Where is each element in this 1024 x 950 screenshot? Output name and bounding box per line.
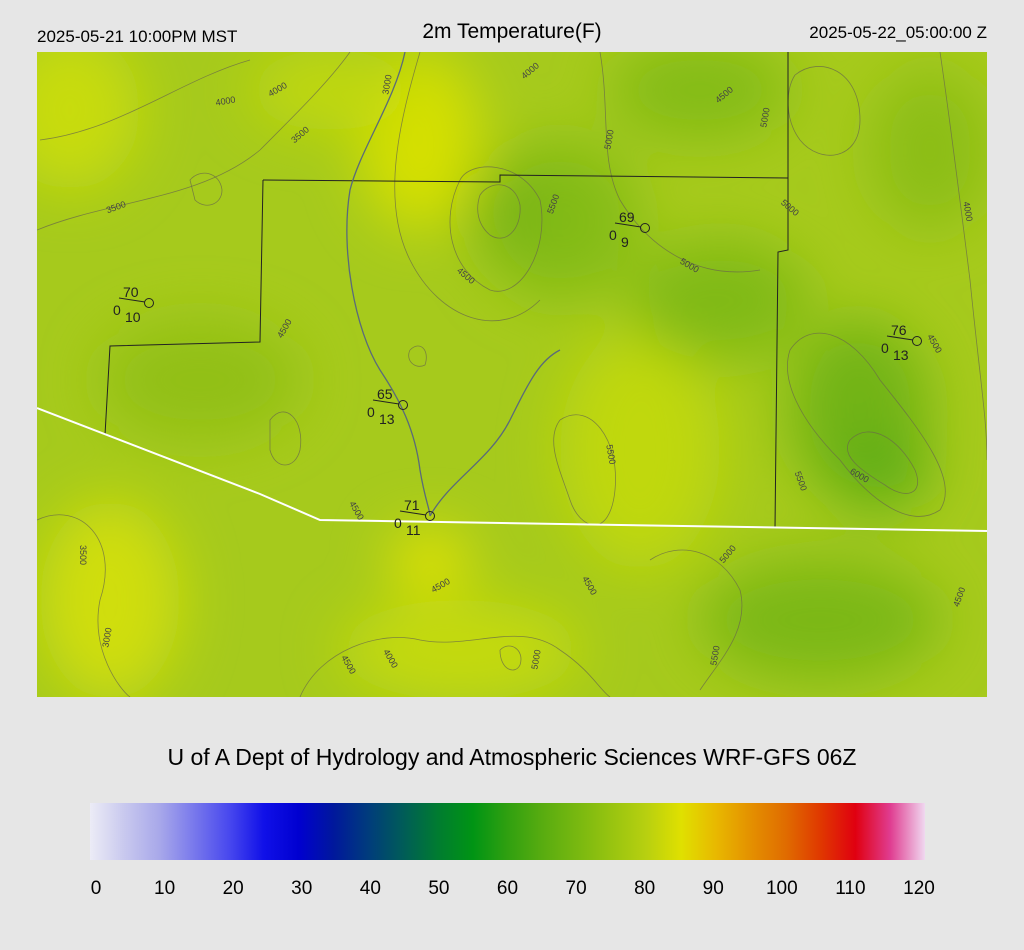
station-bottom-value: 10 [125, 309, 141, 325]
wind-barb [372, 399, 400, 405]
colorbar-tick-label: 90 [703, 878, 724, 899]
station-temperature: 65 [377, 386, 393, 402]
colorbar-scale [90, 803, 925, 860]
wind-barb [118, 297, 146, 303]
colorbar-tick-label: 70 [566, 878, 587, 899]
colorbar-tick-label: 60 [497, 878, 518, 899]
contour-label: 3000 [380, 74, 393, 95]
colorbar-tick-label: 0 [91, 878, 102, 899]
map-title: 2m Temperature(F) [422, 20, 601, 43]
station-left-value: 0 [609, 227, 617, 243]
station-left-value: 0 [881, 340, 889, 356]
contour-label: 5500 [708, 645, 721, 666]
colorbar-tick-label: 20 [223, 878, 244, 899]
wind-barb [614, 222, 642, 228]
wind-barb [886, 335, 914, 341]
station-circle [144, 298, 154, 308]
elevation-contours [37, 52, 987, 697]
credit: U of A Dept of Hydrology and Atmospheric… [167, 744, 856, 770]
station-circle [398, 400, 408, 410]
colorbar-tick-label: 120 [903, 878, 935, 899]
station-temperature: 71 [404, 497, 420, 513]
colorbar-tick-label: 80 [634, 878, 655, 899]
station-left-value: 0 [394, 515, 402, 531]
boundaries [37, 52, 987, 532]
station-circle [912, 336, 922, 346]
station-bottom-value: 13 [379, 411, 395, 427]
contour-label: 5000 [602, 129, 615, 150]
station-circle [640, 223, 650, 233]
station-bottom-value: 11 [406, 522, 421, 538]
valid-time-utc: 2025-05-22_05:00:00 Z [809, 23, 987, 42]
colorbar-tick-label: 30 [291, 878, 312, 899]
station-left-value: 0 [113, 302, 121, 318]
contour-label: 4000 [961, 201, 974, 222]
valid-time-local: 2025-05-21 10:00PM MST [37, 27, 237, 46]
colorbar-tick-label: 40 [360, 878, 381, 899]
station-bottom-value: 13 [893, 347, 909, 363]
station-temperature: 76 [891, 322, 907, 338]
contour-label: 5000 [758, 107, 771, 128]
colorbar-tick-label: 10 [154, 878, 175, 899]
colorbar-tick-label: 100 [766, 878, 798, 899]
contour-label: 3500 [78, 545, 88, 565]
station-bottom-value: 9 [621, 234, 629, 250]
station-circle [425, 511, 435, 521]
colorbar-tick-label: 50 [428, 878, 449, 899]
wind-barb [399, 510, 427, 516]
contour-label: 5000 [529, 649, 542, 670]
station-temperature: 70 [123, 284, 139, 300]
contour-label: 4000 [215, 94, 236, 107]
colorbar: 0 10 20 30 40 50 60 70 80 90 100 110 120 [90, 803, 935, 899]
colorbar-tick-label: 110 [835, 878, 865, 899]
station-temperature: 69 [619, 209, 635, 225]
station-left-value: 0 [367, 404, 375, 420]
contour-label: 5500 [604, 444, 617, 465]
contour-label: 3000 [100, 627, 113, 648]
